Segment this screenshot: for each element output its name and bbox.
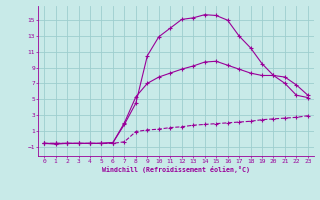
X-axis label: Windchill (Refroidissement éolien,°C): Windchill (Refroidissement éolien,°C) xyxy=(102,166,250,173)
